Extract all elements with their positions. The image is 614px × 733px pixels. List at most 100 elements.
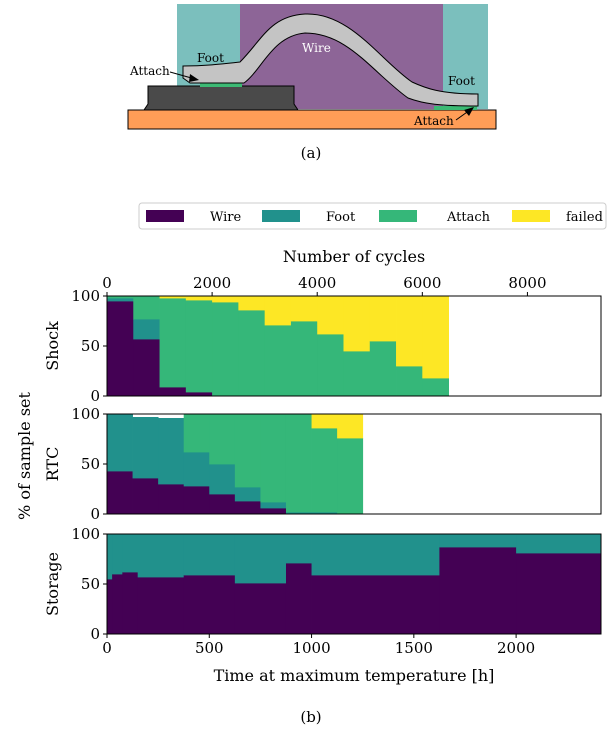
xtick-label-500: 500	[195, 639, 224, 657]
rtc-bar-foot-3	[183, 452, 210, 487]
shock-bar-failed-6	[264, 296, 292, 326]
storage-bar-wire-1	[112, 574, 123, 635]
storage-bar-wire-5	[234, 583, 287, 635]
rtc-bar-foot-7	[285, 512, 312, 515]
panel-rtc: 0 50 100	[71, 405, 602, 523]
storage-bar-foot-4	[183, 534, 236, 576]
y-label-rtc: RTC	[43, 447, 62, 482]
xtick-label-1500: 1500	[395, 639, 433, 657]
rtc-bar-wire-5	[234, 501, 261, 515]
shock-bar-failed-10	[369, 296, 397, 342]
storage-bar-foot-6	[285, 534, 312, 564]
label-attach-left: Attach	[129, 64, 170, 78]
shock-bar-attach-7	[290, 321, 318, 397]
storage-bar-wire-4	[183, 575, 236, 635]
bond-wire	[182, 13, 479, 107]
shock-bar-failed-12	[422, 296, 449, 379]
shock-bar-failed-2	[159, 296, 187, 299]
chip	[143, 85, 299, 111]
shock-bar-failed-3	[185, 296, 213, 301]
arrow-head-right	[464, 107, 474, 116]
legend-swatch-foot	[262, 210, 300, 222]
top-xtick-label-0: 0	[102, 274, 112, 292]
label-foot-left: Foot	[197, 51, 224, 65]
storage-bar-wire-7	[311, 575, 440, 635]
label-attach-right: Attach	[413, 114, 454, 128]
shock-bar-failed-4	[212, 296, 239, 303]
top-axis-label: Number of cycles	[283, 247, 425, 266]
rtc-bar-foot-8	[311, 512, 338, 515]
xtick-label-1000: 1000	[292, 639, 330, 657]
shock-bar-attach-0	[107, 296, 134, 299]
storage-bar-wire-9	[516, 553, 602, 635]
legend-swatch-attach	[379, 210, 417, 222]
xtick-label-0: 0	[102, 639, 112, 657]
legend-swatch-failed	[512, 210, 550, 222]
rtc-bar-attach-6	[260, 414, 287, 503]
storage-bar-foot-8	[439, 534, 517, 548]
label-foot-right: Foot	[448, 74, 475, 88]
storage-ytick-label-50: 50	[81, 575, 100, 593]
shock-bar-wire-1	[133, 339, 160, 397]
shock-bar-attach-5	[238, 310, 266, 397]
rtc-bar-wire-2	[158, 484, 185, 515]
rtc-bar-attach-4	[209, 414, 236, 465]
shock-bar-attach-9	[343, 351, 371, 397]
rtc-bar-foot-4	[209, 464, 236, 495]
rtc-ytick-label-50: 50	[81, 455, 100, 473]
shock-ytick-label-100: 100	[71, 287, 100, 305]
top-xtick-label-8000: 8000	[508, 274, 546, 292]
arrow-head-left	[189, 74, 199, 82]
top-xtick-label-6000: 6000	[403, 274, 441, 292]
storage-ytick-label-0: 0	[90, 625, 100, 643]
foot-region-right	[443, 4, 488, 109]
rtc-bar-foot-1	[132, 417, 159, 479]
caption-b: (b)	[300, 708, 321, 726]
legend-swatch-wire	[146, 210, 184, 222]
rtc-bar-wire-3	[183, 486, 210, 515]
rtc-ytick-label-100: 100	[71, 405, 100, 423]
rtc-bar-foot-2	[158, 418, 185, 485]
rtc-bar-foot-0	[107, 414, 133, 472]
rtc-bar-attach-8	[311, 428, 338, 513]
storage-bar-foot-7	[311, 534, 440, 576]
shock-bar-failed-9	[343, 296, 371, 352]
legend-frame	[138, 202, 607, 230]
rtc-bar-failed-8	[311, 414, 338, 429]
attach-right	[434, 106, 477, 110]
rtc-bar-attach-7	[285, 414, 312, 513]
shock-bar-failed-7	[290, 296, 318, 322]
shock-bar-foot-0	[107, 298, 134, 302]
rtc-bar-attach-3	[183, 414, 210, 453]
rtc-bar-attach-5	[234, 414, 261, 488]
substrate	[127, 109, 497, 130]
top-xtick-label-2000: 2000	[193, 274, 231, 292]
shock-bar-attach-3	[185, 300, 213, 393]
shock-ytick-label-0: 0	[90, 387, 100, 405]
rtc-bar-foot-5	[234, 487, 261, 502]
shock-bar-attach-6	[264, 325, 292, 397]
attach-left	[200, 83, 242, 87]
legend-label-wire: Wire	[210, 210, 242, 225]
rtc-ytick-label-0: 0	[90, 505, 100, 523]
shock-bar-attach-1	[133, 296, 160, 320]
shock-bar-attach-12	[422, 378, 449, 397]
x-axis-label: Time at maximum temperature [h]	[214, 666, 495, 685]
shock-bar-attach-11	[396, 366, 423, 397]
y-label-storage: Storage	[43, 552, 62, 616]
storage-bar-foot-3	[137, 534, 185, 578]
shock-bar-foot-1	[133, 319, 160, 340]
shock-bar-attach-2	[159, 298, 187, 388]
storage-ytick-label-100: 100	[71, 525, 100, 543]
schematic-diagram: Foot Wire Foot Attach Attach (a)	[127, 4, 497, 162]
shock-bar-wire-0	[107, 301, 134, 397]
rtc-bar-failed-9	[337, 414, 364, 439]
shock-bar-attach-4	[212, 302, 239, 397]
rtc-bar-foot-6	[260, 502, 287, 509]
shock-bar-failed-11	[396, 296, 423, 367]
storage-bar-wire-3	[137, 577, 185, 635]
legend-label-attach: Attach	[446, 210, 491, 225]
